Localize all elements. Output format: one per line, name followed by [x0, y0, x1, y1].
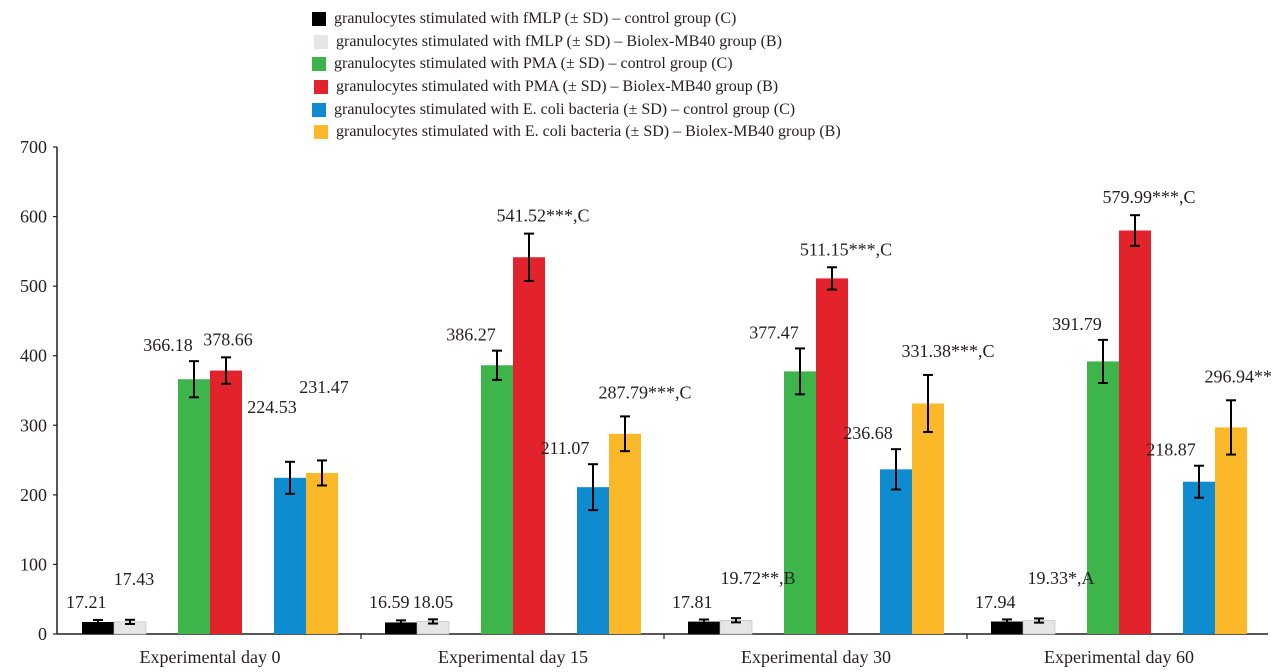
data-label: 218.87	[1146, 440, 1196, 460]
y-tick-label: 0	[38, 624, 47, 644]
y-tick-label: 200	[20, 485, 47, 505]
x-tick-label: Experimental day 60	[1044, 647, 1194, 667]
data-label: 16.59	[369, 592, 410, 612]
legend-item: granulocytes stimulated with fMLP (± SD)…	[312, 31, 841, 54]
bar	[991, 621, 1023, 634]
bar	[688, 621, 720, 634]
x-tick-label: Experimental day 30	[741, 647, 891, 667]
legend-swatch	[314, 34, 328, 49]
bar	[1119, 230, 1151, 634]
data-label: 211.07	[541, 438, 590, 458]
data-label: 386.27	[446, 325, 496, 345]
bar	[609, 433, 641, 634]
bar	[274, 477, 306, 634]
data-label: 377.47	[749, 322, 799, 342]
legend-item: granulocytes stimulated with fMLP (± SD)…	[312, 8, 841, 31]
data-label: 17.94	[975, 592, 1016, 612]
legend-label: granulocytes stimulated with E. coli bac…	[334, 100, 796, 118]
legend-item: granulocytes stimulated with PMA (± SD) …	[312, 53, 841, 76]
legend-label: granulocytes stimulated with PMA (± SD) …	[334, 55, 733, 73]
y-tick-label: 400	[20, 346, 47, 366]
bar	[912, 403, 944, 634]
y-tick-label: 600	[20, 207, 47, 227]
bar	[82, 622, 114, 634]
legend-item: granulocytes stimulated with E. coli bac…	[312, 121, 841, 144]
y-tick-label: 100	[20, 554, 47, 574]
legend-label: granulocytes stimulated with E. coli bac…	[336, 123, 841, 141]
bar	[816, 278, 848, 634]
data-label: 236.68	[843, 423, 893, 443]
bar	[481, 365, 513, 634]
bar	[1183, 481, 1215, 634]
data-label: 391.79	[1052, 314, 1102, 334]
legend-label: granulocytes stimulated with PMA (± SD) …	[336, 78, 779, 96]
data-label: 579.99***,C	[1102, 187, 1195, 207]
data-label: 231.47	[299, 377, 349, 397]
bar	[577, 487, 609, 634]
legend-swatch	[312, 102, 326, 117]
bar	[1215, 427, 1247, 634]
data-label: 378.66	[203, 329, 253, 349]
bar	[385, 622, 417, 634]
data-label: 541.52***,C	[496, 206, 589, 226]
data-label: 19.33*,A	[1028, 568, 1095, 588]
data-label: 17.81	[672, 592, 713, 612]
legend-swatch	[314, 80, 328, 95]
chart-bars	[82, 214, 1247, 635]
bar	[178, 379, 210, 634]
x-tick-label: Experimental day 0	[140, 647, 281, 667]
x-tick-label: Experimental day 15	[438, 647, 588, 667]
legend-label: granulocytes stimulated with fMLP (± SD)…	[336, 32, 782, 50]
data-label: 17.43	[114, 569, 155, 589]
y-tick-label: 700	[20, 137, 47, 157]
bar	[513, 257, 545, 634]
chart-legend: granulocytes stimulated with fMLP (± SD)…	[312, 8, 841, 144]
data-label: 366.18	[143, 335, 193, 355]
legend-swatch	[314, 125, 328, 140]
data-label: 17.21	[66, 592, 107, 612]
data-label: 224.53	[247, 397, 297, 417]
legend-item: granulocytes stimulated with E. coli bac…	[312, 98, 841, 121]
data-label: 287.79***,C	[598, 382, 691, 402]
legend-label: granulocytes stimulated with fMLP (± SD)…	[334, 10, 737, 28]
data-label: 296.94***,C	[1204, 366, 1273, 386]
y-tick-label: 500	[20, 276, 47, 296]
bar	[210, 370, 242, 634]
chart-data-labels: 17.21 16.59 17.81 17.94 17.43 18.05 19.72**,B 1…	[66, 187, 1273, 612]
legend-swatch	[312, 57, 326, 72]
legend-item: granulocytes stimulated with PMA (± SD) …	[312, 76, 841, 99]
y-tick-label: 300	[20, 415, 47, 435]
data-label: 19.72**,B	[720, 568, 795, 588]
data-label: 18.05	[413, 592, 454, 612]
legend-swatch	[312, 12, 326, 27]
bar	[784, 371, 816, 634]
data-label: 331.38***,C	[901, 341, 994, 361]
chart-axes: 0 100 200 300 400 500 600 700 Experimental day 0…	[20, 137, 1268, 667]
data-label: 511.15***,C	[800, 239, 892, 259]
bar	[1087, 361, 1119, 634]
bar	[306, 472, 338, 634]
bar	[880, 469, 912, 634]
